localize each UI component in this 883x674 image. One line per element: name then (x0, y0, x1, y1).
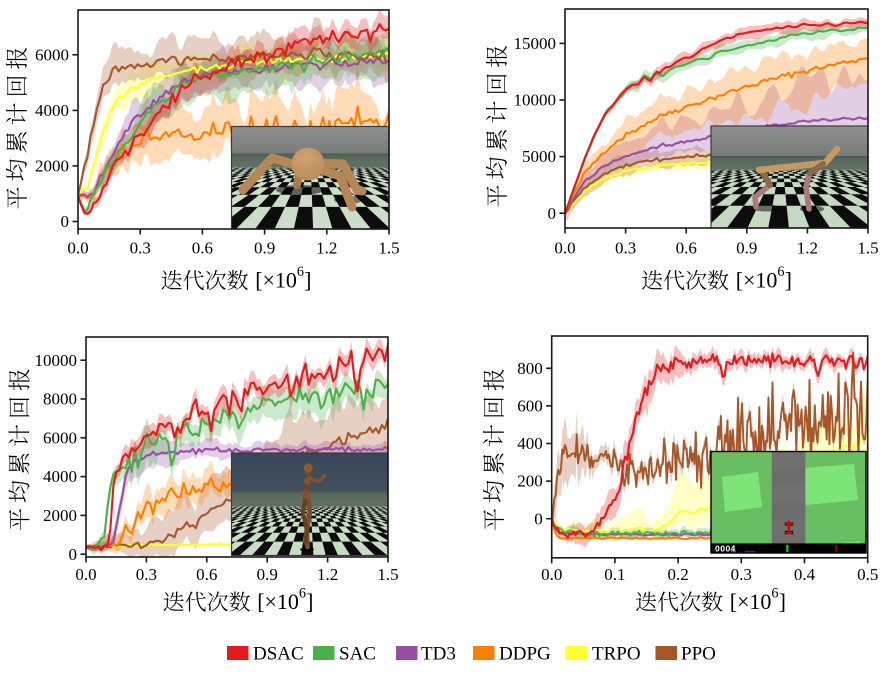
svg-text:10000: 10000 (514, 91, 557, 110)
svg-text:]: ] (306, 589, 313, 614)
svg-text:6: 6 (297, 264, 304, 280)
svg-text:6: 6 (299, 586, 306, 602)
svg-text:1.2: 1.2 (797, 239, 818, 258)
svg-text:0.6: 0.6 (676, 239, 697, 258)
svg-text:0.4: 0.4 (794, 565, 816, 584)
svg-text:4000: 4000 (43, 467, 77, 486)
svg-text:]: ] (304, 267, 311, 292)
svg-text:TRPO: TRPO (592, 644, 641, 665)
svg-text:PPO: PPO (681, 644, 716, 665)
svg-text:0.2: 0.2 (667, 565, 688, 584)
svg-text:TD3: TD3 (421, 644, 456, 665)
svg-text:[×10: [×10 (255, 267, 297, 292)
svg-text:0004: 0004 (715, 544, 736, 554)
svg-text:800: 800 (517, 359, 543, 378)
svg-text:200: 200 (517, 472, 543, 491)
svg-text:8000: 8000 (43, 390, 77, 409)
svg-text:[×10: [×10 (736, 267, 778, 292)
svg-text:0.3: 0.3 (130, 239, 151, 258)
svg-text:6: 6 (771, 586, 778, 602)
svg-text:DSAC: DSAC (253, 644, 304, 665)
svg-text:]: ] (785, 267, 792, 292)
svg-text:2000: 2000 (35, 157, 69, 176)
svg-text:0.6: 0.6 (192, 239, 213, 258)
svg-text:1.5: 1.5 (857, 239, 878, 258)
svg-text:0: 0 (69, 545, 78, 564)
svg-text:0.0: 0.0 (75, 565, 96, 584)
svg-text:0.3: 0.3 (731, 565, 752, 584)
svg-text:6000: 6000 (43, 428, 77, 447)
svg-text:10000: 10000 (35, 351, 78, 370)
svg-text:[×10: [×10 (257, 589, 299, 614)
svg-text:[×10: [×10 (730, 589, 772, 614)
svg-text:1.5: 1.5 (378, 239, 399, 258)
svg-text:1.2: 1.2 (317, 565, 338, 584)
svg-text:SAC: SAC (339, 644, 376, 665)
svg-text:0.3: 0.3 (615, 239, 636, 258)
svg-text:0.9: 0.9 (254, 239, 275, 258)
svg-text:0.0: 0.0 (67, 239, 88, 258)
svg-text:0.1: 0.1 (604, 565, 625, 584)
svg-text:15000: 15000 (514, 34, 557, 53)
svg-text:6: 6 (777, 264, 784, 280)
svg-text:0.9: 0.9 (257, 565, 278, 584)
svg-text:DDPG: DDPG (499, 644, 551, 665)
svg-text:0.9: 0.9 (736, 239, 757, 258)
svg-text:0.6: 0.6 (196, 565, 217, 584)
svg-text:400: 400 (517, 434, 543, 453)
svg-text:0.3: 0.3 (136, 565, 157, 584)
svg-text:0.0: 0.0 (554, 239, 575, 258)
svg-text:0: 0 (61, 212, 70, 231)
svg-text:0: 0 (548, 204, 557, 223)
svg-text:0.0: 0.0 (541, 565, 562, 584)
svg-text:2000: 2000 (43, 506, 77, 525)
svg-text:1.5: 1.5 (377, 565, 398, 584)
svg-text:0.5: 0.5 (857, 565, 878, 584)
svg-text:0: 0 (534, 509, 543, 528)
svg-text:4000: 4000 (35, 101, 69, 120)
svg-text:]: ] (779, 589, 786, 614)
svg-text:6000: 6000 (35, 45, 69, 64)
svg-text:1.2: 1.2 (316, 239, 337, 258)
svg-text:5000: 5000 (522, 147, 556, 166)
svg-text:600: 600 (517, 397, 543, 416)
